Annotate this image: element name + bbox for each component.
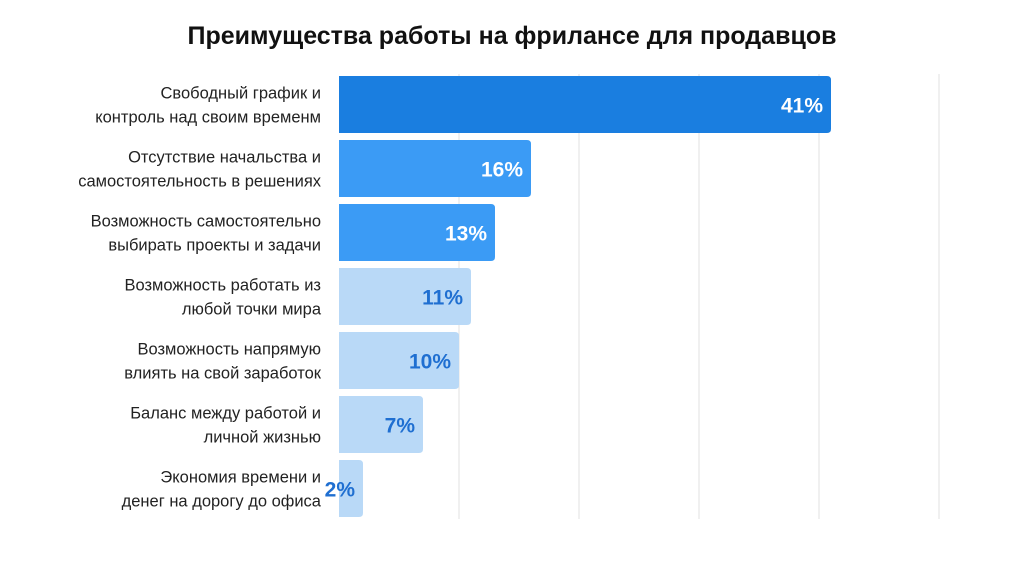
chart-title: Преимущества работы на фрилансе для прод… (187, 22, 837, 50)
category-label-line: Баланс между работой и (130, 405, 321, 423)
bar-4 (339, 268, 471, 325)
category-label-line: контроль над своим временм (95, 109, 321, 127)
bar-layer (339, 76, 831, 517)
category-label-line: Возможность работать из (124, 277, 321, 295)
category-label-line: Возможность самостоятельно (91, 213, 321, 231)
bar-5 (339, 332, 459, 389)
label-layer: 41% Свободный график и контроль над своим … (78, 85, 823, 511)
category-label-line: Свободный график и (160, 85, 321, 103)
bar-3 (339, 204, 495, 261)
category-label-line: влиять на свой заработок (124, 365, 321, 383)
category-label-6: Баланс между работой и личной жизнью (130, 405, 321, 447)
category-label-line: выбирать проекты и задачи (108, 237, 321, 255)
category-label-line: личной жизнью (204, 429, 321, 447)
category-label-line: Возможность напрямую (137, 341, 321, 359)
bar-6 (339, 396, 423, 453)
value-label-2: 16% (481, 159, 523, 182)
category-label-2: Отсутствие начальства и самостоятельность… (78, 149, 322, 191)
category-label-line: Экономия времени и (160, 469, 321, 487)
category-label-line: любой точки мира (182, 301, 322, 319)
bar-2 (339, 140, 531, 197)
category-label-1: Свободный график и контроль над своим вре… (95, 85, 321, 127)
category-label-4: Возможность работать из любой точки мира (124, 277, 321, 319)
value-label-6: 7% (385, 415, 416, 438)
category-label-3: Возможность самостоятельно выбирать проек… (91, 213, 321, 255)
bar-1 (339, 76, 831, 133)
value-label-7: 2% (325, 479, 356, 502)
category-label-line: Отсутствие начальства и (128, 149, 321, 167)
grid-layer (458, 74, 940, 519)
category-label-line: денег на дорогу до офиса (122, 493, 322, 511)
value-label-4: 11% (422, 287, 463, 310)
category-label-5: Возможность напрямую влиять на свой зараб… (124, 341, 321, 383)
value-label-3: 13% (445, 223, 487, 246)
category-label-line: самостоятельность в решениях (78, 173, 322, 191)
value-label-1: 41% (781, 95, 823, 118)
bar-7 (339, 460, 363, 517)
category-label-7: Экономия времени и денег на дорогу до офи… (122, 469, 322, 511)
value-label-5: 10% (409, 351, 451, 374)
